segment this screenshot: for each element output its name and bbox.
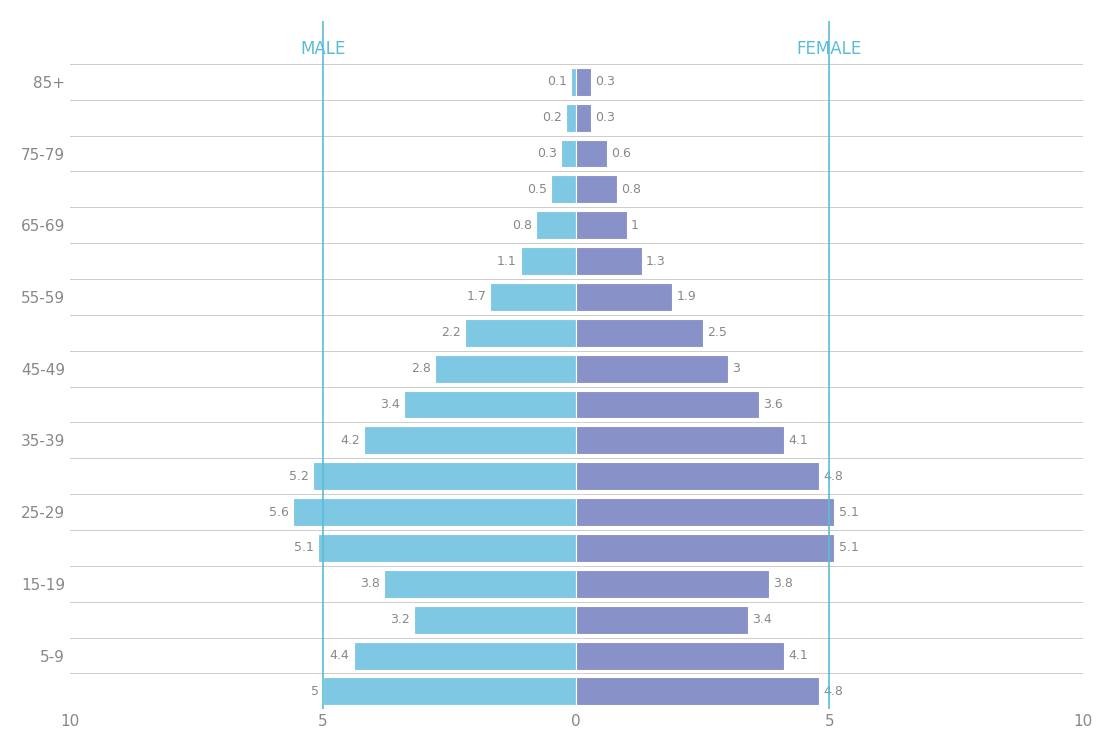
Bar xyxy=(465,319,577,346)
Text: 3.8: 3.8 xyxy=(772,578,792,590)
Bar xyxy=(354,641,577,670)
Text: FEMALE: FEMALE xyxy=(797,40,863,58)
Bar xyxy=(577,641,784,670)
Text: 1.7: 1.7 xyxy=(466,290,486,304)
Text: 0.3: 0.3 xyxy=(595,75,615,88)
Text: 5.2: 5.2 xyxy=(289,470,309,483)
Bar xyxy=(571,68,577,96)
Text: 0.8: 0.8 xyxy=(621,183,641,196)
Bar xyxy=(434,355,577,382)
Text: 3.4: 3.4 xyxy=(381,398,401,411)
Text: 4.4: 4.4 xyxy=(329,649,349,662)
Text: 0.8: 0.8 xyxy=(512,219,532,232)
Bar xyxy=(551,176,577,203)
Text: MALE: MALE xyxy=(301,40,346,58)
Text: 4.8: 4.8 xyxy=(824,685,844,698)
Bar xyxy=(364,427,577,454)
Bar xyxy=(577,534,835,562)
Text: 2.8: 2.8 xyxy=(411,362,431,375)
Text: 0.2: 0.2 xyxy=(542,111,562,125)
Text: 0.3: 0.3 xyxy=(538,147,558,160)
Text: 5.1: 5.1 xyxy=(294,542,314,554)
Text: 4.1: 4.1 xyxy=(788,433,808,447)
Text: 4.8: 4.8 xyxy=(824,470,844,483)
Text: 0.5: 0.5 xyxy=(526,183,546,196)
Bar xyxy=(577,211,627,239)
Text: 0.1: 0.1 xyxy=(548,75,568,88)
Bar xyxy=(384,570,577,598)
Text: 4.1: 4.1 xyxy=(788,649,808,662)
Bar xyxy=(561,140,577,167)
Text: 5: 5 xyxy=(312,685,319,698)
Bar xyxy=(490,283,577,311)
Text: 1.3: 1.3 xyxy=(647,254,666,268)
Text: 1: 1 xyxy=(631,219,639,232)
Bar xyxy=(577,677,819,705)
Bar xyxy=(577,319,703,346)
Bar xyxy=(577,570,769,598)
Bar xyxy=(323,677,577,705)
Text: 2.5: 2.5 xyxy=(707,326,727,339)
Bar xyxy=(521,247,577,275)
Bar xyxy=(577,606,748,634)
Bar xyxy=(577,68,591,96)
Bar xyxy=(577,355,728,382)
Bar xyxy=(293,498,577,526)
Bar xyxy=(577,140,607,167)
Bar xyxy=(577,283,672,311)
Text: 1.1: 1.1 xyxy=(496,254,516,268)
Bar xyxy=(535,211,577,239)
Bar xyxy=(577,391,759,418)
Bar xyxy=(577,462,819,490)
Bar xyxy=(404,391,577,418)
Text: 3.8: 3.8 xyxy=(359,578,380,590)
Text: 4.2: 4.2 xyxy=(339,433,359,447)
Text: 3.6: 3.6 xyxy=(762,398,782,411)
Text: 3.2: 3.2 xyxy=(391,614,411,626)
Bar xyxy=(577,104,591,132)
Bar xyxy=(577,247,642,275)
Text: 0.3: 0.3 xyxy=(595,111,615,125)
Text: 1.9: 1.9 xyxy=(677,290,697,304)
Text: 5.1: 5.1 xyxy=(838,542,858,554)
Bar xyxy=(318,534,577,562)
Bar xyxy=(567,104,577,132)
Bar xyxy=(577,498,835,526)
Text: 5.6: 5.6 xyxy=(269,506,288,518)
Bar xyxy=(577,176,617,203)
Text: 3: 3 xyxy=(732,362,740,375)
Bar xyxy=(414,606,577,634)
Text: 3.4: 3.4 xyxy=(752,614,772,626)
Text: 2.2: 2.2 xyxy=(441,326,461,339)
Text: 0.6: 0.6 xyxy=(611,147,631,160)
Bar xyxy=(577,427,784,454)
Bar xyxy=(313,462,577,490)
Text: 5.1: 5.1 xyxy=(838,506,858,518)
